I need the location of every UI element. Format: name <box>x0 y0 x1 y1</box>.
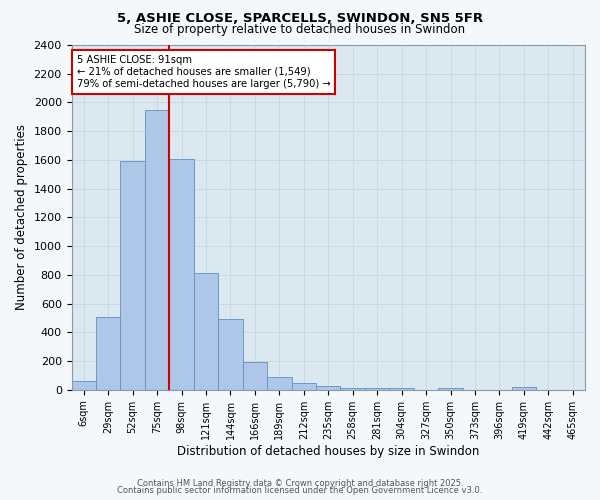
Text: Size of property relative to detached houses in Swindon: Size of property relative to detached ho… <box>134 22 466 36</box>
Y-axis label: Number of detached properties: Number of detached properties <box>15 124 28 310</box>
Bar <box>218 320 242 390</box>
Bar <box>145 110 169 390</box>
Bar <box>121 162 145 390</box>
Bar <box>96 316 121 390</box>
Bar <box>242 362 267 390</box>
Bar <box>340 388 365 390</box>
Bar <box>512 387 536 390</box>
Bar <box>292 384 316 390</box>
Bar <box>267 377 292 390</box>
Text: Contains HM Land Registry data © Crown copyright and database right 2025.: Contains HM Land Registry data © Crown c… <box>137 478 463 488</box>
Bar <box>365 388 389 390</box>
Text: 5 ASHIE CLOSE: 91sqm
← 21% of detached houses are smaller (1,549)
79% of semi-de: 5 ASHIE CLOSE: 91sqm ← 21% of detached h… <box>77 56 331 88</box>
Bar <box>438 388 463 390</box>
Text: Contains public sector information licensed under the Open Government Licence v3: Contains public sector information licen… <box>118 486 482 495</box>
Bar <box>316 386 340 390</box>
X-axis label: Distribution of detached houses by size in Swindon: Distribution of detached houses by size … <box>177 444 479 458</box>
Bar <box>194 274 218 390</box>
Text: 5, ASHIE CLOSE, SPARCELLS, SWINDON, SN5 5FR: 5, ASHIE CLOSE, SPARCELLS, SWINDON, SN5 … <box>117 12 483 26</box>
Bar <box>389 388 414 390</box>
Bar <box>169 158 194 390</box>
Bar <box>71 381 96 390</box>
